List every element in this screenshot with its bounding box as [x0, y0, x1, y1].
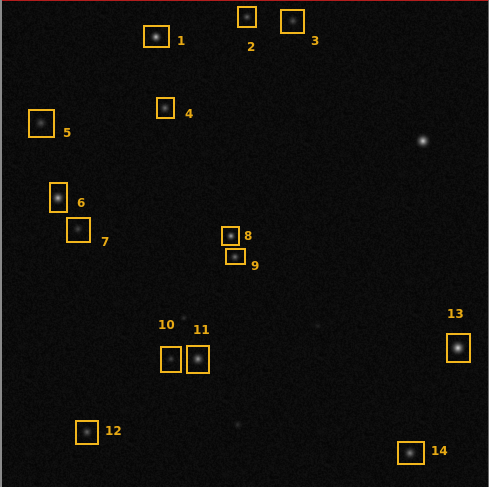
- roi-label-4: 4: [185, 107, 194, 121]
- roi-label-1: 1: [177, 34, 186, 48]
- roi-label-13: 13: [447, 307, 464, 321]
- frame-left-border: [0, 0, 2, 487]
- roi-box-7[interactable]: [66, 217, 91, 243]
- roi-label-3: 3: [311, 34, 320, 48]
- roi-box-11[interactable]: [186, 345, 210, 374]
- roi-box-10[interactable]: [160, 346, 182, 373]
- roi-box-14[interactable]: [397, 441, 425, 465]
- roi-label-8: 8: [244, 229, 253, 243]
- roi-label-10: 10: [158, 318, 175, 332]
- roi-label-5: 5: [63, 126, 72, 140]
- roi-box-3[interactable]: [280, 9, 305, 34]
- roi-label-14: 14: [431, 444, 448, 458]
- roi-label-2: 2: [247, 40, 256, 54]
- roi-label-12: 12: [105, 424, 122, 438]
- roi-box-1[interactable]: [143, 25, 170, 48]
- roi-box-6[interactable]: [49, 182, 68, 213]
- frame-top-border: [0, 0, 489, 1]
- roi-box-13[interactable]: [446, 333, 471, 363]
- roi-label-6: 6: [77, 196, 86, 210]
- roi-label-7: 7: [101, 235, 110, 249]
- roi-box-5[interactable]: [28, 109, 55, 138]
- roi-box-4[interactable]: [156, 97, 175, 119]
- roi-label-9: 9: [251, 259, 260, 273]
- roi-box-8[interactable]: [221, 226, 240, 246]
- roi-box-2[interactable]: [237, 6, 257, 28]
- roi-label-11: 11: [193, 323, 210, 337]
- roi-box-12[interactable]: [75, 420, 99, 445]
- roi-box-9[interactable]: [225, 248, 246, 265]
